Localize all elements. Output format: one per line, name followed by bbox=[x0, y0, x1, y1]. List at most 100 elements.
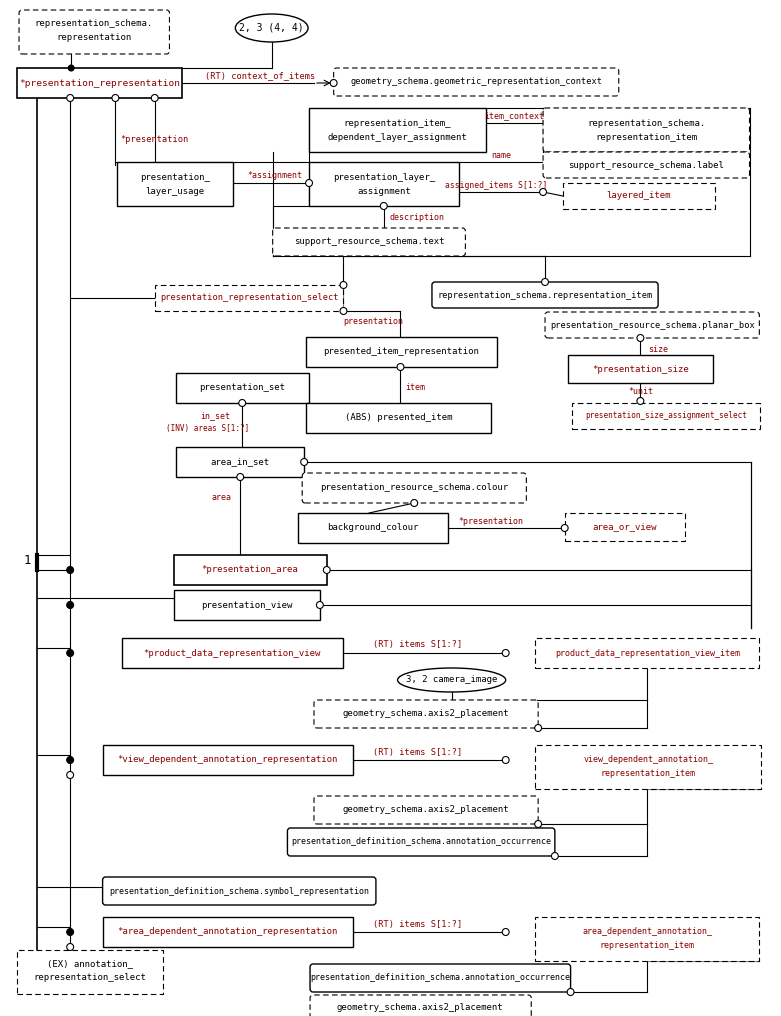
Text: representation_select: representation_select bbox=[34, 973, 146, 982]
FancyBboxPatch shape bbox=[287, 828, 555, 856]
Circle shape bbox=[535, 821, 541, 827]
Text: (RT) items S[1:?]: (RT) items S[1:?] bbox=[373, 919, 462, 929]
Text: item_context: item_context bbox=[484, 112, 544, 121]
Circle shape bbox=[637, 334, 644, 341]
Circle shape bbox=[502, 757, 509, 763]
Text: (RT) context_of_items: (RT) context_of_items bbox=[205, 71, 315, 80]
Text: 3, 2 camera_image: 3, 2 camera_image bbox=[406, 676, 497, 685]
Text: *assignment: *assignment bbox=[247, 172, 302, 181]
Circle shape bbox=[562, 524, 568, 531]
Text: layer_usage: layer_usage bbox=[146, 187, 205, 195]
Text: representation_schema.: representation_schema. bbox=[34, 19, 153, 28]
Circle shape bbox=[340, 281, 347, 289]
Circle shape bbox=[380, 202, 387, 209]
Bar bbox=[102, 745, 353, 775]
Circle shape bbox=[301, 458, 308, 465]
Text: support_resource_schema.label: support_resource_schema.label bbox=[569, 161, 724, 170]
Text: presentation: presentation bbox=[343, 317, 403, 325]
Circle shape bbox=[535, 724, 541, 732]
Text: representation_schema.representation_item: representation_schema.representation_ite… bbox=[437, 291, 653, 300]
Text: area: area bbox=[212, 494, 231, 503]
Text: presentation_resource_schema.planar_box: presentation_resource_schema.planar_box bbox=[550, 320, 754, 329]
Text: presentation_size_assignment_select: presentation_size_assignment_select bbox=[585, 411, 747, 421]
FancyBboxPatch shape bbox=[432, 282, 658, 308]
Bar bbox=[535, 638, 759, 668]
FancyBboxPatch shape bbox=[273, 228, 465, 256]
Text: name: name bbox=[490, 151, 511, 161]
Bar bbox=[572, 403, 761, 429]
Bar bbox=[17, 950, 162, 994]
Text: representation_item_: representation_item_ bbox=[344, 119, 451, 127]
Circle shape bbox=[567, 989, 574, 996]
Text: presentation_definition_schema.annotation_occurrence: presentation_definition_schema.annotatio… bbox=[291, 837, 551, 846]
Circle shape bbox=[637, 397, 644, 404]
Circle shape bbox=[541, 278, 548, 285]
Bar bbox=[102, 917, 353, 947]
Circle shape bbox=[305, 180, 312, 187]
FancyBboxPatch shape bbox=[333, 68, 619, 96]
Ellipse shape bbox=[235, 14, 308, 42]
Circle shape bbox=[66, 944, 73, 951]
Circle shape bbox=[66, 601, 73, 609]
FancyBboxPatch shape bbox=[543, 152, 750, 178]
Circle shape bbox=[66, 771, 73, 778]
Text: layered_item: layered_item bbox=[606, 191, 671, 200]
Text: 1: 1 bbox=[23, 554, 30, 567]
Bar bbox=[177, 447, 304, 477]
FancyBboxPatch shape bbox=[314, 796, 538, 824]
Text: 2, 3 (4, 4): 2, 3 (4, 4) bbox=[240, 23, 304, 33]
Text: representation_item: representation_item bbox=[601, 769, 696, 778]
Bar bbox=[174, 555, 326, 585]
Text: presentation_definition_schema.symbol_representation: presentation_definition_schema.symbol_re… bbox=[109, 887, 369, 895]
Text: geometry_schema.geometric_representation_context: geometry_schema.geometric_representation… bbox=[350, 77, 602, 86]
Circle shape bbox=[330, 79, 337, 86]
Circle shape bbox=[66, 649, 73, 656]
Text: (RT) items S[1:?]: (RT) items S[1:?] bbox=[373, 748, 462, 757]
Text: dependent_layer_assignment: dependent_layer_assignment bbox=[328, 132, 467, 141]
Text: support_resource_schema.text: support_resource_schema.text bbox=[294, 238, 444, 247]
Text: (INV) areas S[1:?]: (INV) areas S[1:?] bbox=[166, 425, 249, 434]
Text: product_data_representation_view_item: product_data_representation_view_item bbox=[555, 648, 740, 657]
Text: presented_item_representation: presented_item_representation bbox=[323, 347, 480, 357]
Text: background_colour: background_colour bbox=[327, 523, 419, 532]
Circle shape bbox=[323, 567, 330, 573]
Circle shape bbox=[66, 567, 73, 573]
Bar bbox=[298, 513, 448, 543]
Text: *presentation: *presentation bbox=[458, 516, 523, 525]
Bar bbox=[535, 745, 761, 789]
Text: presentation_set: presentation_set bbox=[199, 383, 285, 392]
Bar bbox=[306, 337, 497, 367]
Text: assignment: assignment bbox=[357, 187, 411, 195]
Bar bbox=[306, 403, 491, 433]
Text: presentation_layer_: presentation_layer_ bbox=[333, 173, 435, 182]
FancyBboxPatch shape bbox=[543, 108, 750, 152]
Circle shape bbox=[66, 929, 73, 936]
Text: (EX) annotation_: (EX) annotation_ bbox=[47, 959, 133, 968]
Circle shape bbox=[502, 929, 509, 936]
Text: *presentation_size: *presentation_size bbox=[592, 365, 689, 374]
FancyBboxPatch shape bbox=[102, 877, 376, 905]
Text: representation_item: representation_item bbox=[595, 132, 697, 141]
Text: in_set: in_set bbox=[201, 411, 230, 421]
FancyBboxPatch shape bbox=[19, 10, 169, 54]
Text: representation_item: representation_item bbox=[600, 942, 695, 951]
Bar bbox=[565, 513, 685, 541]
FancyBboxPatch shape bbox=[545, 312, 759, 338]
Text: area_or_view: area_or_view bbox=[593, 522, 657, 531]
Bar bbox=[177, 373, 309, 403]
Text: *area_dependent_annotation_representation: *area_dependent_annotation_representatio… bbox=[117, 928, 337, 937]
Circle shape bbox=[237, 473, 244, 481]
Text: *presentation_area: *presentation_area bbox=[201, 566, 298, 574]
Bar bbox=[117, 162, 234, 206]
Circle shape bbox=[340, 308, 347, 315]
Text: (ABS) presented_item: (ABS) presented_item bbox=[344, 414, 452, 423]
Bar bbox=[123, 638, 344, 668]
Circle shape bbox=[68, 65, 74, 71]
FancyBboxPatch shape bbox=[302, 473, 526, 503]
Text: geometry_schema.axis2_placement: geometry_schema.axis2_placement bbox=[343, 709, 509, 718]
FancyBboxPatch shape bbox=[314, 700, 538, 728]
Text: description: description bbox=[390, 213, 444, 223]
Bar bbox=[309, 162, 458, 206]
Bar bbox=[563, 183, 715, 209]
Circle shape bbox=[397, 364, 404, 371]
